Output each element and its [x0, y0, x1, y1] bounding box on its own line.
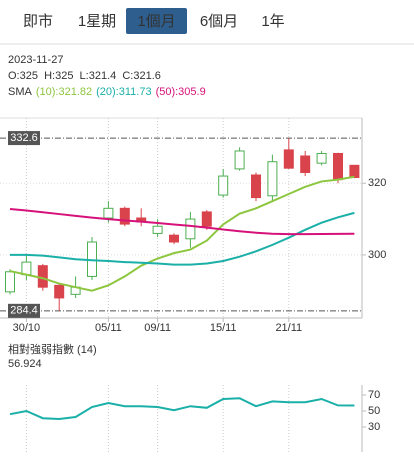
legend-entry: (50):305.9: [156, 86, 206, 98]
sma-legend: SMA (10):321.82 (20):311.73 (50):305.9: [8, 86, 206, 98]
candle-body: [185, 218, 196, 240]
candle-body: [283, 149, 294, 169]
candle-body: [21, 261, 32, 276]
candle-body: [201, 211, 212, 227]
extreme-label: 332.6: [10, 132, 38, 144]
sma-line: [9, 175, 355, 292]
candle-body: [349, 164, 360, 178]
extreme-label-bg: [8, 131, 40, 146]
x-tick-label: 15/11: [210, 322, 237, 334]
tab[interactable]: 6個月: [200, 13, 238, 30]
extreme-label-bg: [8, 303, 40, 318]
candle-body: [54, 284, 65, 299]
x-tick-label: 05/11: [95, 322, 122, 334]
ohlc: O:325 H:325 L:321.4 C:321.6: [8, 70, 161, 82]
date: 2023-11-27: [8, 54, 63, 66]
candle-body: [251, 174, 261, 199]
y-tick-label: 320: [368, 177, 386, 189]
rsi-value: 56.924: [8, 358, 42, 370]
y-tick-label: 50: [368, 405, 380, 417]
x-tick-label: 21/11: [275, 322, 302, 334]
rsi-line: [9, 397, 355, 421]
y-tick-label: 70: [368, 389, 380, 401]
candle-body: [103, 207, 114, 219]
candle-body: [218, 175, 229, 196]
extreme-label: 284.4: [10, 305, 38, 317]
candle-body: [152, 225, 163, 234]
candle-body: [5, 271, 15, 293]
tab[interactable]: 1年: [261, 13, 284, 30]
tab[interactable]: 即市: [23, 13, 53, 30]
candle-body: [234, 150, 245, 170]
legend-entry: (20):311.73: [96, 86, 151, 98]
legend-entry: (10):321.82: [36, 86, 92, 98]
candle-body: [333, 152, 343, 181]
y-tick-label: 300: [368, 249, 386, 261]
sma-line: [9, 208, 355, 236]
candle-body: [267, 161, 278, 197]
tab[interactable]: 1星期: [78, 13, 116, 30]
sma-line: [10, 211, 355, 266]
rsi-title: 相對強弱指數 (14): [8, 342, 97, 356]
candle-body: [37, 265, 48, 288]
candle-body: [316, 152, 327, 164]
y-tick-label: 30: [368, 421, 380, 433]
x-tick-label: 09/11: [144, 322, 171, 334]
tab-selected-bg: [126, 8, 187, 34]
sma-label: SMA: [8, 86, 33, 98]
tab[interactable]: 1個月: [137, 13, 175, 30]
candle-body: [119, 207, 130, 225]
x-tick-label: 30/10: [13, 322, 41, 334]
candle-body: [300, 155, 311, 173]
candle-body: [169, 234, 179, 243]
